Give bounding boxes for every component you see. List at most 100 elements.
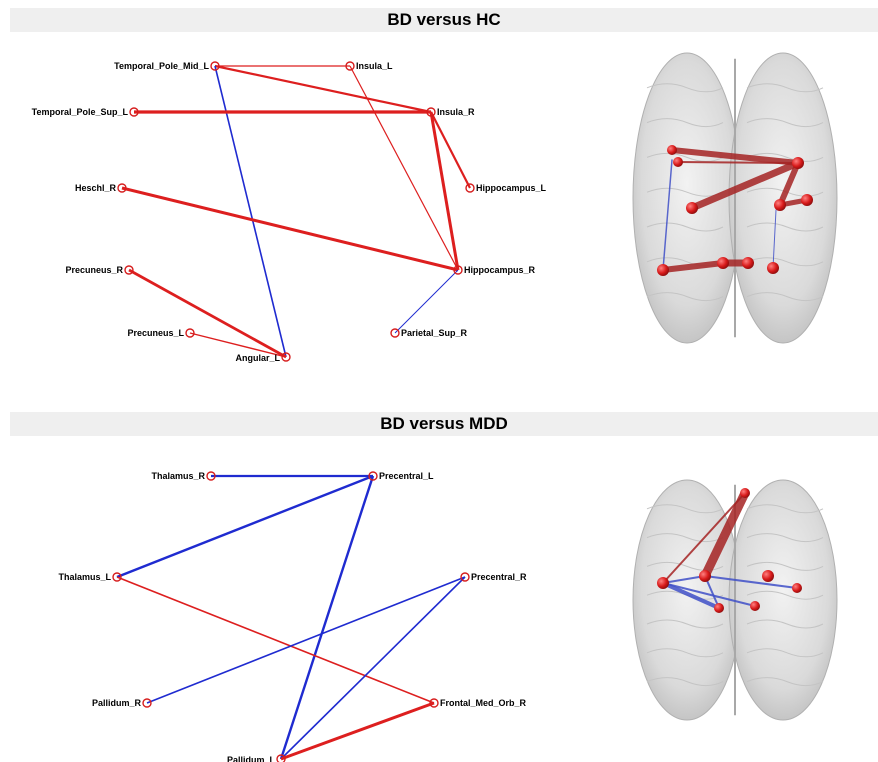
node-label-tpm: Temporal_Pole_Mid_L [114,61,209,71]
brain-connection [772,209,777,269]
panel-title: BD versus MDD [380,414,508,433]
brain-gyrus [746,533,824,543]
node-thal_r [206,471,216,481]
edge-pal_l-prec_r [280,576,466,760]
brain-gyrus [646,222,724,232]
node-pre_r [124,265,134,275]
edge-pre_l-ang [189,332,287,358]
brain-gyrus [746,504,824,514]
brain-connection [777,160,801,208]
node-label-prec_r: Precentral_R [471,572,527,582]
brain-gyrus [746,648,824,658]
brain-connection [662,492,746,584]
brain-region-node [699,570,711,582]
brain-gyrus [646,619,724,629]
edge-tpm-ang [214,65,287,358]
brain-region-node [774,199,786,211]
brain-connection [661,581,721,610]
brain-connection [688,159,802,212]
brain-region-node [686,202,698,214]
node-label-ang: Angular_L [235,353,280,363]
brain-region-node [767,262,779,274]
node-ins_r [426,107,436,117]
brain-gyrus [746,222,824,232]
brain-gyrus [746,118,824,128]
brain-gyrus [646,504,724,514]
edge-ins_r-hip_r [429,111,460,271]
edge-pre_r-ang [128,268,287,359]
brain-gyrus [646,561,724,571]
node-prec_l [368,471,378,481]
brain-region-node [792,157,804,169]
edge-ins_r-hip_l [430,111,471,189]
brain-region-node [792,583,802,593]
node-label-hip_l: Hippocampus_L [476,183,547,193]
node-ang [281,352,291,362]
brain-gyrus [746,83,824,93]
node-label-pre_l: Precuneus_L [127,328,184,338]
edge-hip_r-par [394,269,459,334]
brain-gyrus [646,677,724,687]
brain-connection [662,159,673,271]
brain-gyrus [646,292,724,302]
edge-tpm-ins_r [214,64,432,114]
brain-connection [700,488,750,581]
brain-gyrus [646,648,724,658]
brain-region-node [667,145,677,155]
brain-connection [662,582,756,607]
panel-title: BD versus HC [387,10,501,29]
node-pre_l [185,328,195,338]
brain-region-node [750,601,760,611]
node-label-pal_l: Pallidum_L [227,755,276,762]
brain-region-node [657,264,669,276]
brain-render-bd-vs-hc [632,52,838,344]
brain-connection [660,260,726,273]
brain-region-node [717,257,729,269]
brain-region-node [657,577,669,589]
brain-gyrus [746,619,824,629]
node-label-ins_r: Insula_R [437,107,475,117]
brain-connection [669,147,801,166]
brain-connection [704,575,798,589]
node-label-par: Parietal_Sup_R [401,328,468,338]
brain-gyrus [746,561,824,571]
brain-gyrus [746,677,824,687]
brain-region-node [714,603,724,613]
node-label-hip_r: Hippocampus_R [464,265,536,275]
node-prec_r [460,572,470,582]
brain-gyrus [746,590,824,600]
network-diagram-bd-vs-mdd: Thalamus_R Precentral_L Thalamus_L Precentr… [58,471,527,762]
node-label-pre_r: Precuneus_R [65,265,123,275]
node-label-thal_l: Thalamus_L [58,572,111,582]
brain-gyrus [746,292,824,302]
node-label-fmo: Frontal_Med_Orb_R [440,698,527,708]
panel-header-bd-vs-hc: BD versus HC [10,8,878,32]
node-thal_l [112,572,122,582]
brain-connection [662,575,706,584]
edge-pal_r-prec_r [146,576,466,704]
brain-left-hemisphere [632,52,742,344]
node-hip_l [465,183,475,193]
brain-gyrus [646,118,724,128]
brain-right-hemisphere [728,479,838,721]
node-hes [117,183,127,193]
edge-pal_l-prec_l [279,475,375,760]
node-label-tps: Temporal_Pole_Sup_L [32,107,129,117]
edge-ins_l-hip_r [349,65,459,271]
edge-hes-hip_r [121,186,459,272]
node-label-pal_r: Pallidum_R [92,698,142,708]
brain-region-node [762,570,774,582]
node-pal_l [276,754,286,762]
node-label-prec_l: Precentral_L [379,471,434,481]
node-tps [129,107,139,117]
node-hip_r [453,265,463,275]
node-label-hes: Heschl_R [75,183,117,193]
brain-render-bd-vs-mdd [632,479,838,721]
panel-header-bd-vs-mdd: BD versus MDD [10,412,878,436]
network-diagram-bd-vs-hc: Temporal_Pole_Mid_L Insula_L Temporal_Pole… [32,61,547,363]
brain-connection [677,161,799,164]
brain-region-node [742,257,754,269]
brain-gyrus [746,152,824,162]
edge-thal_l-prec_l [116,474,374,579]
